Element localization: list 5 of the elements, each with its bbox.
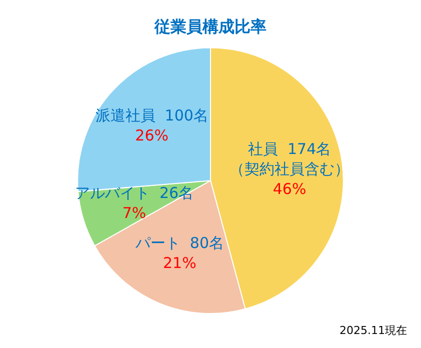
slice-label: 派遣社員 100名 26% xyxy=(95,106,208,144)
slice-label: 社員 174名（契約社員含む） 46% xyxy=(230,140,350,198)
text: 2025.11現在 xyxy=(340,323,407,338)
chart-title: 従業員構成比率 xyxy=(154,16,266,36)
slice-label: パート 80名 21% xyxy=(134,234,224,272)
